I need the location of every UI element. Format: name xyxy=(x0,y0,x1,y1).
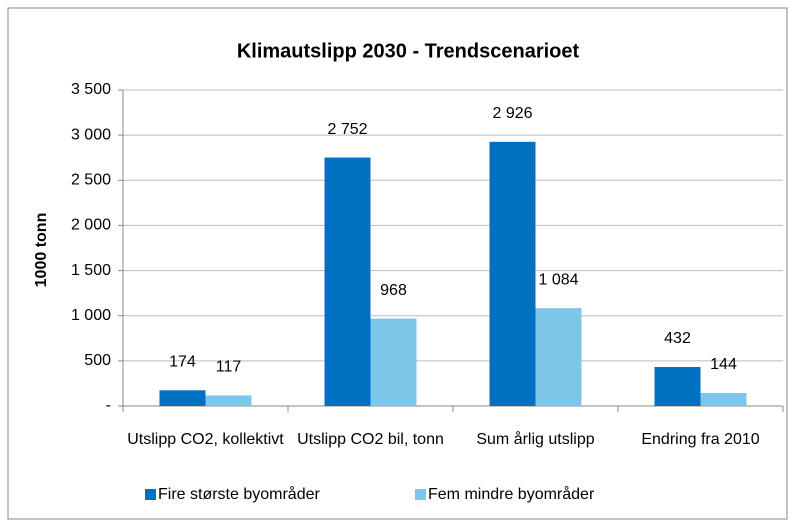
x-tick-label: Utslipp CO2, kollektivt xyxy=(127,431,284,448)
legend-label: Fem mindre byområder xyxy=(428,485,595,503)
bar xyxy=(535,308,582,406)
value-label: 174 xyxy=(169,354,196,371)
bar xyxy=(700,392,747,406)
value-label: 432 xyxy=(664,330,691,347)
value-label: 117 xyxy=(216,359,242,376)
y-tick-label: 3 500 xyxy=(71,81,111,98)
legend-swatch xyxy=(145,489,156,500)
x-tick-label: Utslipp CO2 bil, tonn xyxy=(297,431,444,448)
value-label: 2 752 xyxy=(327,121,367,138)
bar xyxy=(159,390,206,406)
y-tick-label: 1 500 xyxy=(71,262,111,279)
legend-swatch xyxy=(415,489,426,500)
value-label: 968 xyxy=(380,282,407,299)
x-tick-label: Sum årlig utslipp xyxy=(476,431,595,448)
bar xyxy=(205,395,252,406)
value-label: 144 xyxy=(710,356,737,373)
y-tick-label: - xyxy=(106,397,111,414)
bar xyxy=(324,157,371,406)
legend-label: Fire største byområder xyxy=(158,485,320,503)
y-tick-label: 1 000 xyxy=(71,307,111,324)
value-label: 1 084 xyxy=(538,271,578,288)
x-tick-label: Endring fra 2010 xyxy=(641,431,760,448)
bar xyxy=(370,318,417,406)
value-label: 2 926 xyxy=(492,105,532,122)
y-tick-label: 2 500 xyxy=(71,172,111,189)
y-axis-label: 1000 tonn xyxy=(33,213,50,288)
y-tick-label: 3 000 xyxy=(71,126,111,143)
y-tick-label: 500 xyxy=(84,352,111,369)
chart-title: Klimautslipp 2030 - Trendscenarioet xyxy=(237,40,580,62)
y-tick-label: 2 000 xyxy=(71,217,111,234)
frame xyxy=(7,7,788,520)
bar xyxy=(489,141,536,406)
bar xyxy=(654,366,701,406)
